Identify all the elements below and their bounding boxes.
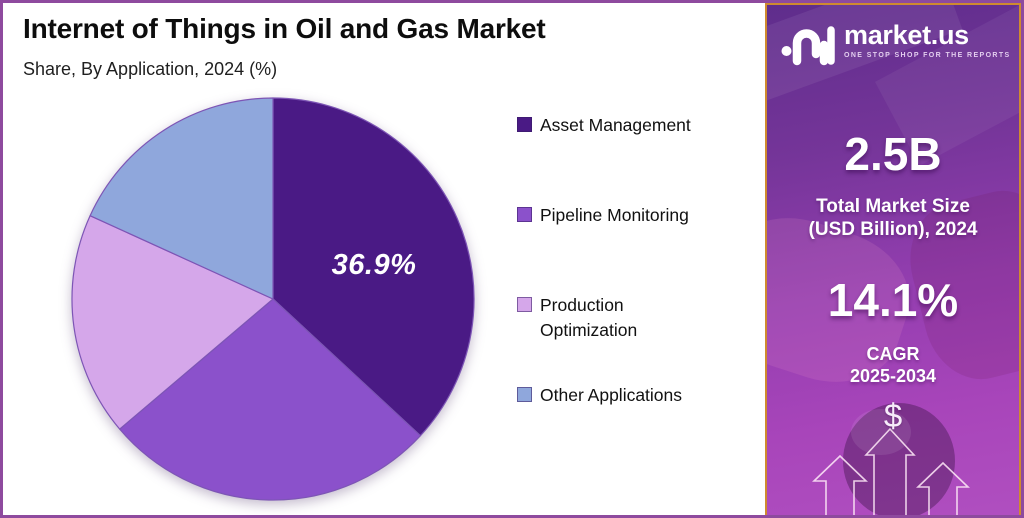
- brand-wordmark: market.us: [844, 20, 969, 50]
- market-size-value: 2.5B: [844, 128, 942, 180]
- legend-swatch: [517, 117, 532, 132]
- marketus-logo-icon: [781, 26, 835, 66]
- brand-tagline: ONE STOP SHOP FOR THE REPORTS: [844, 52, 1011, 59]
- chart-area: Internet of Things in Oil and Gas Market…: [3, 3, 771, 515]
- legend-label: Asset Management: [540, 115, 691, 135]
- pie-slice-label: 36.9%: [332, 249, 417, 281]
- market-size-label: Total Market Size (USD Billion), 2024: [767, 195, 1019, 241]
- cagr-label-line1: CAGR: [866, 344, 920, 364]
- legend-item: Other Applications: [517, 383, 708, 408]
- page-subtitle: Share, By Application, 2024 (%): [23, 59, 278, 79]
- dollar-icon: $: [883, 397, 903, 434]
- legend-item: Pipeline Monitoring: [517, 203, 708, 228]
- legend: Asset Management Pipeline Monitoring Produ…: [517, 3, 765, 515]
- cagr-value: 14.1%: [827, 274, 959, 326]
- page-title: Internet of Things in Oil and Gas Market: [23, 13, 546, 44]
- pie-slice-asset-management: [272, 97, 475, 437]
- cagr-label: CAGR 2025-2034: [767, 343, 1019, 387]
- market-size-label-line2: (USD Billion), 2024: [808, 219, 978, 240]
- pie-slice-pipeline-monitoring: [119, 298, 421, 501]
- legend-item: Asset Management: [517, 113, 708, 138]
- pie-slice-production-optimization: [71, 215, 274, 430]
- photo-overlay-cup-highlight: [851, 409, 911, 455]
- legend-swatch: [517, 387, 532, 402]
- market-size-label-line1: Total Market Size: [816, 196, 970, 217]
- pie-slice-other-applications: [89, 97, 274, 300]
- legend-swatch: [517, 207, 532, 222]
- photo-overlay-cup: [843, 403, 955, 515]
- legend-label: Production Optimization: [540, 295, 638, 340]
- legend-label: Other Applications: [540, 385, 683, 405]
- growth-arrows-icon: [812, 427, 970, 515]
- legend-label: Pipeline Monitoring: [540, 205, 689, 225]
- brand-logo: market.us ONE STOP SHOP FOR THE REPORTS: [781, 21, 1011, 67]
- legend-item: Production Optimization: [517, 293, 708, 343]
- legend-swatch: [517, 297, 532, 312]
- brand-panel: market.us ONE STOP SHOP FOR THE REPORTS …: [765, 3, 1021, 515]
- cagr-label-line2: 2025-2034: [849, 366, 937, 386]
